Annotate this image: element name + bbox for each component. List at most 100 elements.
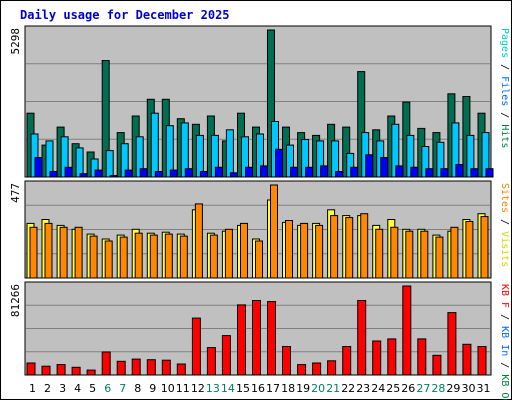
x-tick-label: 12	[191, 382, 205, 395]
visits-bar-sites	[89, 235, 98, 279]
legend-entry: KB F	[499, 284, 510, 308]
hits-bar-pages	[320, 165, 329, 178]
hits-bar-pages	[169, 169, 178, 178]
visits-bar-sites	[270, 184, 278, 279]
hits-bar-pages	[440, 168, 449, 178]
hits-bar-pages	[94, 169, 103, 178]
hits-bar-files	[105, 150, 114, 178]
x-tick-label: 21	[326, 382, 340, 395]
x-tick-label: 18	[281, 382, 295, 395]
hits-bar-pages	[275, 148, 283, 178]
hits-bar-pages	[410, 166, 419, 178]
kbytes-bar-kb-f	[447, 312, 457, 376]
kbytes-bar-kb-f	[41, 365, 51, 376]
legend-entry: /	[499, 308, 510, 326]
visits-bar-sites	[224, 228, 233, 279]
hits-bar-pages	[49, 171, 58, 178]
kbytes-bar-kb-f	[26, 362, 36, 376]
hits-bar-pages	[184, 168, 193, 178]
hits-bar-files	[195, 134, 204, 178]
x-tick-label: 26	[401, 382, 415, 395]
kbytes-bar-kb-f	[101, 351, 111, 376]
x-tick-label: 4	[74, 382, 81, 395]
x-tick-label: 8	[134, 382, 141, 395]
x-tick-label: 3	[59, 382, 66, 395]
visits-bar-sites	[209, 234, 218, 279]
legend-label-hits: Pages / Files / Hits	[499, 28, 510, 148]
x-tick-label: 24	[371, 382, 385, 395]
hits-bar-pages	[365, 154, 374, 178]
hits-bar-pages	[79, 173, 88, 178]
hits-bar-files	[165, 125, 174, 178]
hits-bar-pages	[350, 166, 359, 178]
visits-bar-sites	[450, 226, 459, 279]
kbytes-bar-kb-f	[387, 338, 397, 376]
visits-bar-sites	[285, 220, 293, 279]
visits-bar-sites	[435, 236, 444, 279]
hits-bar-pages	[109, 175, 118, 178]
visits-bar-sites	[390, 226, 399, 279]
y-tick-label-visits: 477	[9, 183, 22, 203]
kbytes-bar-kb-f	[161, 359, 171, 376]
kbytes-bar-kb-f	[237, 304, 246, 376]
visits-bar-sites	[194, 203, 203, 279]
kbytes-bar-kb-f	[327, 360, 337, 376]
hits-bar-pages	[455, 164, 464, 178]
visits-bar-sites	[240, 222, 248, 279]
hits-bar-pages	[124, 169, 133, 178]
legend-entry: KB Out	[499, 374, 510, 400]
kbytes-bar-kb-f	[116, 360, 126, 376]
visits-bar-sites	[465, 221, 474, 279]
x-tick-label: 16	[251, 382, 265, 395]
legend-entry: Hits	[499, 124, 510, 148]
y-tick-label-kbytes: 81266	[9, 284, 22, 317]
x-tick-label: 2	[44, 382, 51, 395]
hits-bar-files	[75, 147, 84, 178]
hits-bar-pages	[425, 168, 434, 178]
kbytes-bar-kb-f	[176, 363, 186, 376]
kbytes-bar-kb-f	[357, 300, 367, 376]
visits-bar-sites	[405, 230, 414, 279]
kbytes-bar-kb-f	[282, 346, 291, 376]
chart-title: Daily usage for December 2025	[20, 8, 230, 22]
hits-bar-pages	[395, 165, 404, 178]
kbytes-bar-kb-f	[297, 364, 307, 376]
visits-bar-sites	[330, 215, 339, 279]
visits-bar-sites	[29, 226, 38, 279]
x-tick-label: 27	[416, 382, 430, 395]
legend-entry: KB In	[499, 326, 510, 356]
hits-bar-pages	[335, 171, 344, 178]
hits-bar-files	[150, 112, 159, 178]
legend-entry: Files	[499, 76, 510, 106]
visits-bar-sites	[134, 232, 143, 279]
x-tick-label: 10	[161, 382, 175, 395]
hits-bar-pages	[380, 157, 389, 178]
visits-bar-sites	[119, 236, 128, 279]
visits-bar-sites	[74, 226, 83, 279]
hits-bar-pages	[305, 166, 314, 178]
hits-bar-files	[225, 129, 234, 178]
visits-bar-sites	[44, 222, 53, 279]
hits-bar-pages	[245, 166, 253, 178]
x-tick-label: 31	[477, 382, 491, 395]
visits-bar-sites	[315, 224, 324, 279]
visits-bar-sites	[345, 217, 354, 279]
visits-bar-sites	[300, 222, 309, 279]
legend-entry: Visits	[499, 231, 510, 267]
hits-bar-pages	[199, 171, 208, 178]
hits-bar-pages	[64, 166, 73, 178]
x-tick-label: 20	[311, 382, 325, 395]
kbytes-bar-kb-f	[417, 338, 427, 376]
hits-bar-pages	[229, 172, 238, 178]
x-tick-label: 17	[266, 382, 280, 395]
kbytes-bar-kb-f	[312, 362, 322, 376]
hits-bar-pages	[139, 168, 148, 178]
x-tick-label: 11	[176, 382, 190, 395]
visits-bar-sites	[179, 235, 188, 279]
legend-entry: /	[499, 58, 510, 76]
x-tick-label: 19	[296, 382, 310, 395]
kbytes-bar-kb-f	[342, 346, 352, 376]
kbytes-bar-kb-f	[206, 347, 216, 376]
kbytes-bar-kb-f	[56, 364, 66, 376]
